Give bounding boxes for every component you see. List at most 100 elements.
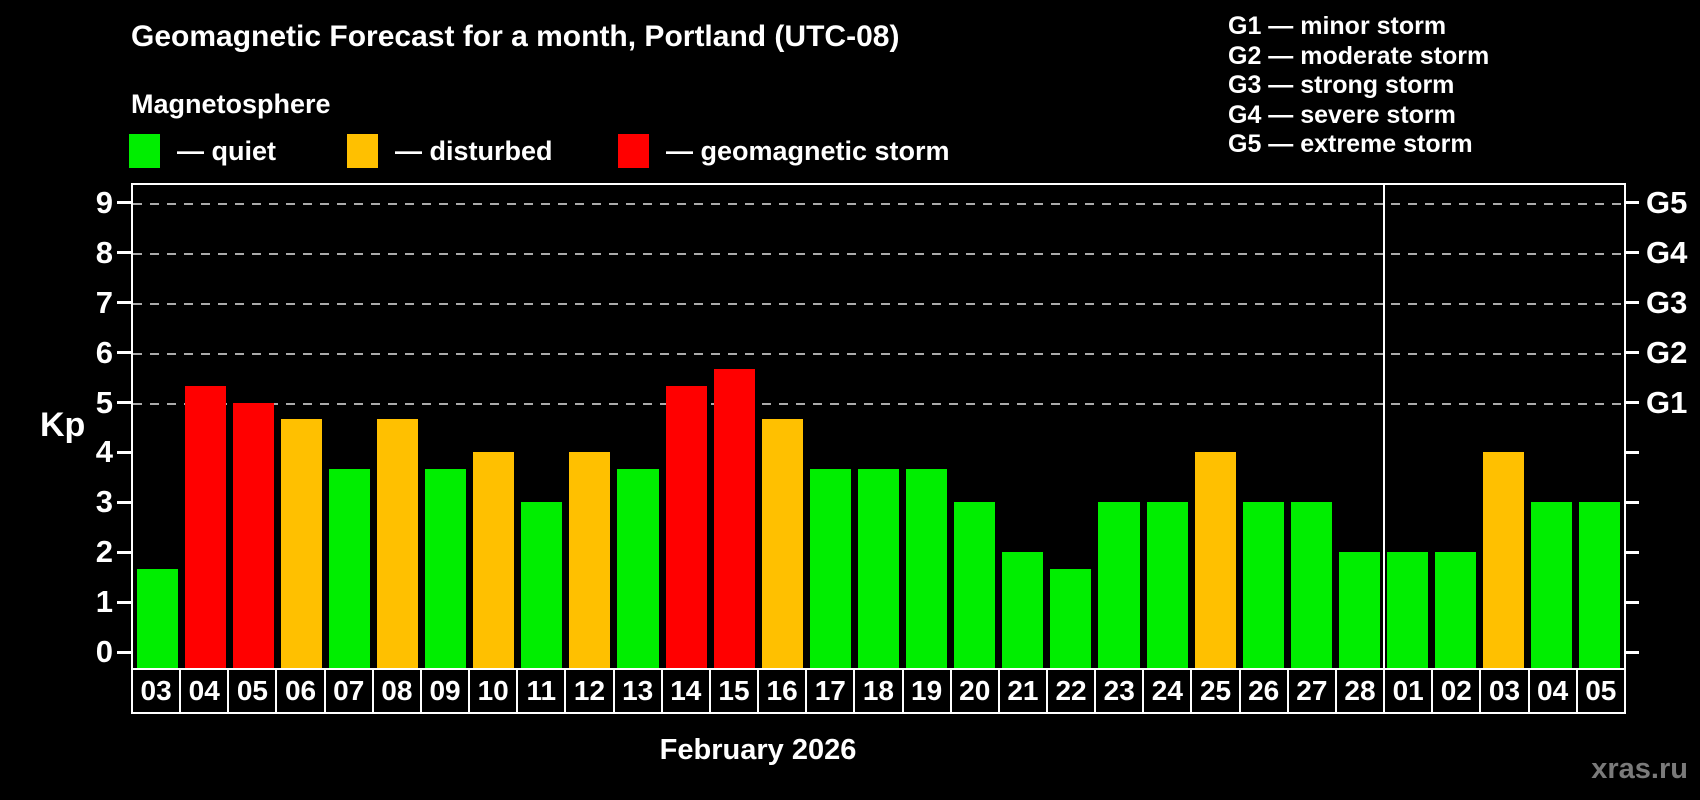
bar-4-day-07 (328, 468, 370, 668)
bar-17-day-20 (954, 502, 996, 668)
y-tick-4 (117, 450, 131, 454)
y-tick-7 (117, 301, 131, 305)
x-axis-date-row: 03 04 05 06 07 08 09 10 11 12 13 14 15 16 17 18 19 20 21 22… (131, 668, 1626, 714)
right-tick-2 (1626, 550, 1639, 554)
bar-27-day-02 (1435, 552, 1477, 668)
date-cell-7-10: 10 (468, 668, 519, 714)
bar-6-day-09 (425, 468, 467, 668)
date-cell-12-15: 15 (708, 668, 760, 714)
y-tick-label-8: 8 (95, 234, 113, 270)
y-tick-label-7: 7 (95, 284, 113, 320)
chart-title: Geomagnetic Forecast for a month, Portla… (131, 20, 900, 53)
y-tick-8 (117, 251, 131, 255)
date-cell-29-04: 04 (1527, 668, 1578, 714)
date-cell-5-08: 08 (371, 668, 422, 714)
date-cell-22-25: 25 (1190, 668, 1241, 714)
legend-item-quiet: — quiet (129, 134, 276, 168)
month-separator-line (1382, 185, 1385, 668)
right-tick-3 (1626, 500, 1639, 504)
bar-7-day-10 (473, 452, 515, 668)
date-cell-21-24: 24 (1142, 668, 1193, 714)
date-cell-3-06: 06 (275, 668, 326, 714)
y-axis-title: Kp (40, 406, 86, 444)
bar-14-day-17 (809, 468, 851, 668)
legend-item-disturbed: — disturbed (347, 134, 553, 168)
magnetosphere-label: Magnetosphere (131, 89, 331, 119)
date-cell-10-13: 13 (612, 668, 663, 714)
bar-2-day-05 (232, 402, 274, 668)
right-tick-5 (1626, 401, 1639, 404)
storm-color-swatch (618, 134, 649, 168)
bar-12-day-15 (713, 369, 755, 668)
date-cell-30-05: 05 (1575, 668, 1626, 714)
date-cell-17-20: 20 (949, 668, 1000, 714)
right-tick-7 (1626, 301, 1639, 305)
quiet-color-swatch (129, 134, 160, 168)
gridline-kp-6 (133, 352, 1624, 355)
bar-23-day-26 (1242, 502, 1284, 668)
right-tick-9 (1626, 201, 1639, 205)
legend-item-storm: — geomagnetic storm (618, 134, 950, 168)
date-cell-9-12: 12 (564, 668, 615, 714)
bar-8-day-11 (521, 502, 563, 668)
date-cell-13-16: 16 (757, 668, 808, 714)
right-tick-0 (1626, 650, 1639, 654)
g-level-label-g3: G3 (1646, 284, 1688, 320)
y-tick-label-1: 1 (95, 584, 113, 620)
date-cell-28-03: 03 (1479, 668, 1530, 714)
disturbed-color-swatch (347, 134, 378, 168)
y-tick-label-0: 0 (95, 634, 113, 669)
date-cell-14-17: 17 (805, 668, 856, 714)
y-tick-label-5: 5 (95, 384, 113, 420)
bar-30-day-05 (1579, 502, 1621, 668)
y-tick-3 (117, 500, 131, 504)
right-tick-4 (1626, 450, 1639, 454)
y-tick-5 (117, 401, 131, 404)
bar-25-day-28 (1338, 552, 1380, 668)
date-cell-6-09: 09 (419, 668, 471, 714)
date-cell-23-26: 26 (1238, 668, 1289, 714)
bar-0-day-03 (136, 568, 178, 668)
date-cell-24-27: 27 (1286, 668, 1337, 714)
g-scale-legend-item-3: G3 — strong storm (1228, 71, 1455, 99)
y-tick-2 (117, 550, 131, 554)
bar-19-day-22 (1050, 568, 1092, 668)
legend-label-quiet: — quiet (177, 135, 276, 166)
bar-29-day-04 (1531, 502, 1573, 668)
bar-18-day-21 (1002, 552, 1044, 668)
bar-26-day-01 (1387, 552, 1429, 668)
y-tick-label-2: 2 (95, 534, 113, 570)
date-cell-15-18: 18 (853, 668, 904, 714)
bar-22-day-25 (1194, 452, 1236, 668)
g-scale-legend-item-4: G4 — severe storm (1228, 100, 1456, 129)
right-tick-8 (1626, 251, 1639, 255)
y-tick-1 (117, 600, 131, 604)
bar-11-day-14 (665, 386, 707, 668)
y-tick-6 (117, 351, 131, 355)
g-scale-legend-item-2: G2 — moderate storm (1228, 41, 1490, 70)
bar-1-day-04 (184, 386, 226, 668)
date-cell-0-03: 03 (131, 668, 182, 714)
bar-28-day-03 (1483, 452, 1525, 668)
gridline-kp-7 (133, 302, 1624, 305)
bar-15-day-18 (857, 468, 900, 668)
date-cell-11-14: 14 (660, 668, 711, 714)
x-axis-month-label: February 2026 (659, 734, 857, 766)
g-level-label-g2: G2 (1646, 334, 1688, 370)
g-level-label-g1: G1 (1646, 384, 1688, 420)
g-scale-legend: G1 — minor storm G2 — moderate storm G3 — … (1228, 12, 1489, 160)
bar-24-day-27 (1290, 502, 1332, 668)
bar-10-day-13 (617, 468, 659, 668)
date-cell-8-11: 11 (516, 668, 567, 714)
bar-16-day-19 (906, 468, 948, 668)
g-scale-legend-item-5: G5 — extreme storm (1228, 130, 1473, 158)
bar-9-day-12 (569, 452, 611, 668)
watermark: xras.ru (1591, 753, 1688, 785)
g-level-label-g5: G5 (1646, 184, 1688, 220)
gridline-kp-9 (133, 202, 1624, 205)
date-cell-27-02: 02 (1431, 668, 1482, 714)
right-tick-1 (1626, 600, 1639, 604)
date-cell-20-23: 23 (1094, 668, 1145, 714)
legend-label-storm: — geomagnetic storm (666, 135, 950, 166)
